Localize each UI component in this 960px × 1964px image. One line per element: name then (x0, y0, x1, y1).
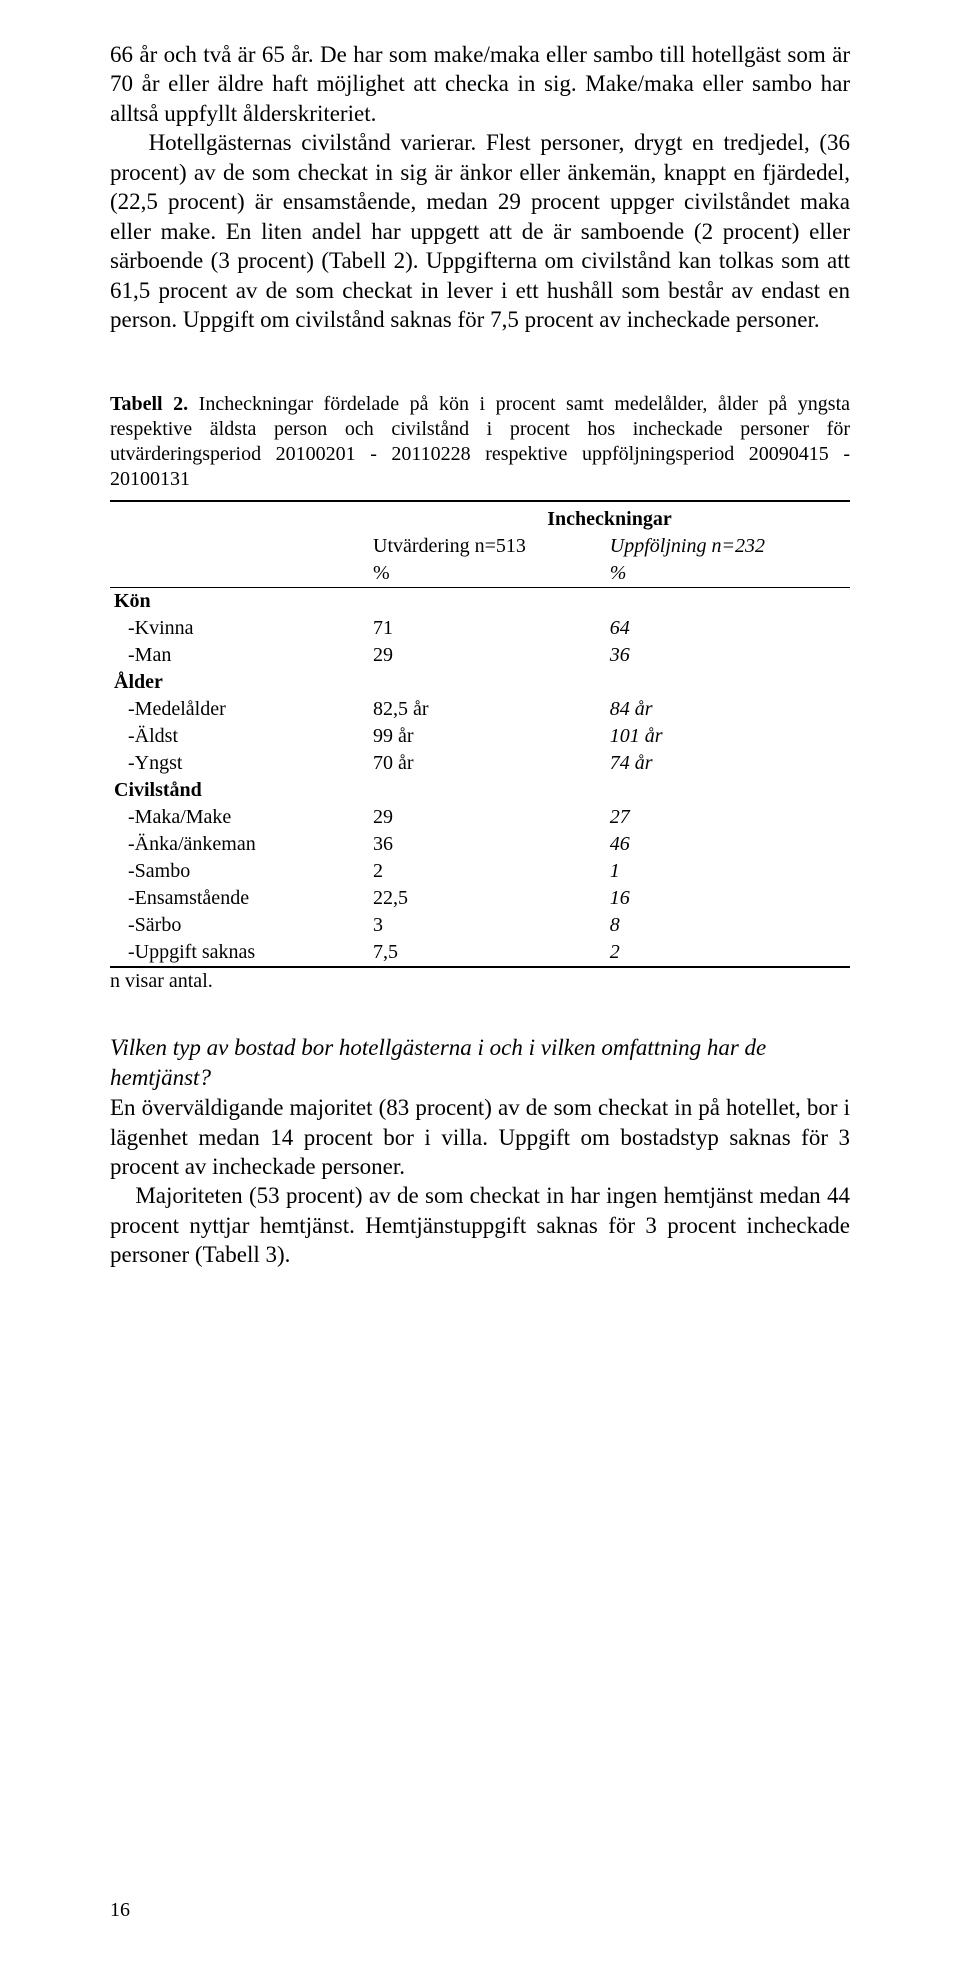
cell-b: 2 (606, 939, 850, 966)
para-2-indent (110, 130, 149, 155)
cell-a: 36 (369, 831, 606, 858)
cell-label: -Medelålder (110, 696, 369, 723)
table-caption: Tabell 2. Incheckningar fördelade på kön… (110, 392, 850, 492)
header-utvardering-l2: % (373, 562, 390, 584)
group-civil-label: Civilstånd (110, 777, 369, 804)
table-row: -Änka/änkeman3646 (110, 831, 850, 858)
cell-b: 36 (606, 642, 850, 669)
group-alder: Ålder (110, 669, 850, 696)
cell-label: -Uppgift saknas (110, 939, 369, 966)
cell-b: 16 (606, 885, 850, 912)
cell-b: 101 år (606, 723, 850, 750)
table-row: -Äldst99 år101 år (110, 723, 850, 750)
table-row: -Yngst70 år74 år (110, 750, 850, 777)
header-incheckningar: Incheckningar (369, 502, 850, 533)
table-note: n visar antal. (110, 970, 850, 993)
para-1: 66 år och två är 65 år. De har som make/… (110, 42, 850, 126)
table-caption-label: Tabell 2. (110, 393, 188, 415)
header-utvardering-l1: Utvärdering n=513 (373, 535, 526, 557)
para-2: Hotellgästernas civilstånd varierar. Fle… (110, 130, 850, 332)
cell-a: 22,5 (369, 885, 606, 912)
cell-label: -Maka/Make (110, 804, 369, 831)
cell-a: 3 (369, 912, 606, 939)
cell-b: 74 år (606, 750, 850, 777)
cell-a: 71 (369, 615, 606, 642)
table-header-row-2: Utvärdering n=513 % Uppföljning n=232 % (110, 533, 850, 587)
cell-a: 29 (369, 804, 606, 831)
table-rule-bottom (110, 966, 850, 968)
cell-b: 8 (606, 912, 850, 939)
data-table: Incheckningar Utvärdering n=513 % Uppföl… (110, 502, 850, 966)
header-uppfoljning-l2: % (610, 562, 627, 584)
cell-b: 1 (606, 858, 850, 885)
cell-a: 29 (369, 642, 606, 669)
cell-a: 70 år (369, 750, 606, 777)
table-row: -Medelålder82,5 år84 år (110, 696, 850, 723)
page-number: 16 (110, 1899, 130, 1922)
header-empty-2 (110, 533, 369, 587)
para-3: En överväldigande majoritet (83 procent)… (110, 1093, 850, 1181)
cell-a: 99 år (369, 723, 606, 750)
table-row: -Maka/Make2927 (110, 804, 850, 831)
cell-label: -Kvinna (110, 615, 369, 642)
section-title: Vilken typ av bostad bor hotellgästerna … (110, 1033, 850, 1093)
table-header-row-1: Incheckningar (110, 502, 850, 533)
cell-label: -Yngst (110, 750, 369, 777)
cell-label: -Änka/änkeman (110, 831, 369, 858)
header-utvardering: Utvärdering n=513 % (369, 533, 606, 587)
cell-a: 82,5 år (369, 696, 606, 723)
intro-paragraphs: 66 år och två är 65 år. De har som make/… (110, 40, 850, 334)
header-uppfoljning: Uppföljning n=232 % (606, 533, 850, 587)
cell-label: -Ensamstående (110, 885, 369, 912)
cell-a: 2 (369, 858, 606, 885)
cell-label: -Sambo (110, 858, 369, 885)
group-alder-label: Ålder (110, 669, 369, 696)
group-civil: Civilstånd (110, 777, 850, 804)
table-row: -Sambo21 (110, 858, 850, 885)
cell-b: 64 (606, 615, 850, 642)
cell-label: -Man (110, 642, 369, 669)
page: 66 år och två är 65 år. De har som make/… (0, 0, 960, 1964)
cell-b: 46 (606, 831, 850, 858)
header-empty (110, 502, 369, 533)
table-row: -Man2936 (110, 642, 850, 669)
table-caption-text: Incheckningar fördelade på kön i procent… (110, 393, 850, 490)
table-row: -Kvinna7164 (110, 615, 850, 642)
para-4: Majoriteten (53 procent) av de som check… (110, 1181, 850, 1269)
cell-b: 84 år (606, 696, 850, 723)
table-row: -Uppgift saknas7,52 (110, 939, 850, 966)
table-2: Incheckningar Utvärdering n=513 % Uppföl… (110, 500, 850, 993)
cell-a: 7,5 (369, 939, 606, 966)
cell-label: -Särbo (110, 912, 369, 939)
cell-b: 27 (606, 804, 850, 831)
cell-label: -Äldst (110, 723, 369, 750)
table-row: -Särbo38 (110, 912, 850, 939)
header-uppfoljning-l1: Uppföljning n=232 (610, 535, 765, 557)
table-row: -Ensamstående22,516 (110, 885, 850, 912)
group-kon: Kön (110, 588, 850, 615)
group-kon-label: Kön (110, 588, 369, 615)
